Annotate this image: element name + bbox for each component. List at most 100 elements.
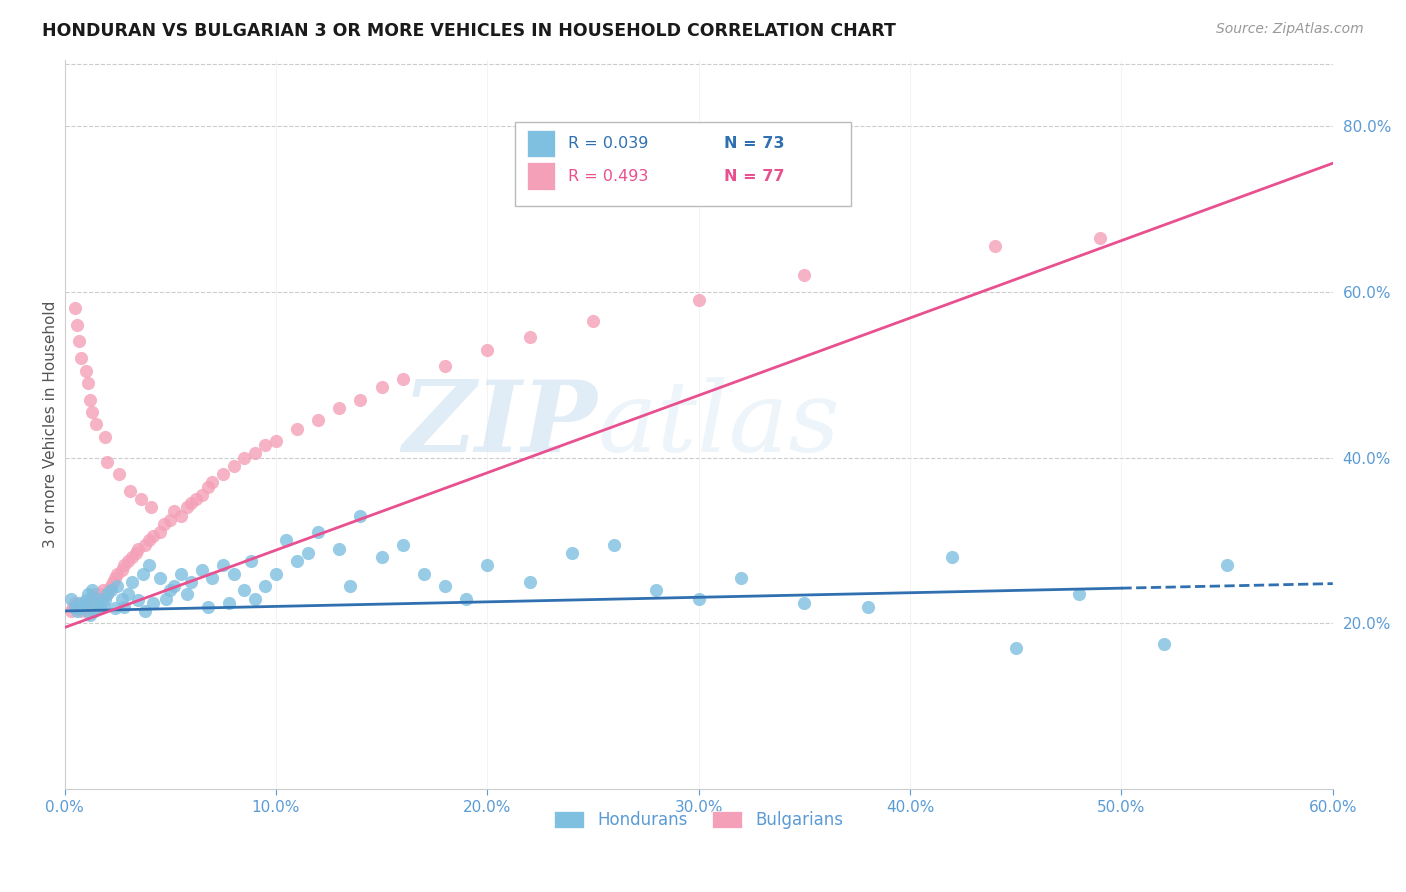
Point [941, 550, 963, 565]
Point [176, 587, 198, 601]
Point [243, 591, 266, 606]
Point [138, 558, 160, 573]
Point [96, 587, 118, 601]
Point [70, 604, 93, 618]
Bar [527, 129, 555, 157]
Point [125, 546, 148, 560]
Point [84, 596, 107, 610]
Point [110, 591, 132, 606]
Point [983, 239, 1005, 253]
Bar [527, 162, 555, 190]
Y-axis label: 3 or more Vehicles in Household: 3 or more Vehicles in Household [44, 301, 58, 548]
Point [793, 268, 815, 282]
Point [91, 583, 114, 598]
Point [105, 566, 128, 581]
Point [142, 596, 165, 610]
Point [1090, 231, 1112, 245]
Point [1216, 558, 1239, 573]
Point [142, 529, 165, 543]
Point [134, 538, 156, 552]
Point [349, 392, 371, 407]
Point [159, 513, 181, 527]
Point [67, 598, 90, 612]
Point [70, 351, 93, 365]
Point [141, 500, 163, 515]
Point [339, 579, 361, 593]
Point [328, 401, 350, 415]
Point [63, 596, 86, 610]
Point [688, 591, 710, 606]
Point [222, 566, 245, 581]
Legend: Hondurans, Bulgarians: Hondurans, Bulgarians [547, 804, 851, 836]
Point [218, 596, 240, 610]
Point [561, 546, 583, 560]
Point [180, 496, 202, 510]
Point [180, 574, 202, 589]
Text: N = 77: N = 77 [724, 169, 785, 184]
Point [83, 587, 105, 601]
Point [159, 583, 181, 598]
Point [138, 533, 160, 548]
Point [93, 593, 115, 607]
Point [163, 504, 186, 518]
Point [433, 359, 456, 374]
Point [645, 583, 668, 598]
Point [276, 533, 298, 548]
Point [603, 538, 626, 552]
Point [104, 571, 127, 585]
Point [59, 591, 82, 606]
Point [254, 438, 277, 452]
Point [307, 413, 329, 427]
Point [264, 434, 287, 448]
Point [412, 566, 434, 581]
Point [87, 591, 110, 606]
Point [72, 596, 94, 610]
Point [112, 599, 135, 614]
Point [67, 334, 90, 349]
Point [197, 599, 219, 614]
Point [66, 318, 89, 332]
Point [212, 467, 235, 482]
Point [76, 587, 98, 601]
Point [233, 583, 256, 598]
Point [79, 392, 101, 407]
Point [96, 587, 118, 601]
Point [63, 301, 86, 316]
Point [118, 483, 141, 498]
Point [108, 467, 131, 482]
Point [191, 488, 214, 502]
Point [76, 376, 98, 390]
Point [170, 566, 193, 581]
Point [59, 604, 82, 618]
Point [76, 604, 98, 618]
Point [153, 516, 176, 531]
Point [370, 380, 392, 394]
Point [93, 430, 115, 444]
Text: R = 0.039: R = 0.039 [568, 136, 648, 151]
Point [80, 405, 103, 419]
Point [391, 538, 413, 552]
Text: atlas: atlas [598, 376, 839, 472]
Point [121, 574, 143, 589]
Point [170, 508, 193, 523]
Point [110, 562, 132, 576]
Point [100, 579, 122, 593]
Point [67, 596, 90, 610]
Point [62, 599, 84, 614]
Point [84, 417, 107, 432]
Text: Source: ZipAtlas.com: Source: ZipAtlas.com [1216, 22, 1364, 37]
Text: HONDURAN VS BULGARIAN 3 OR MORE VEHICLES IN HOUSEHOLD CORRELATION CHART: HONDURAN VS BULGARIAN 3 OR MORE VEHICLES… [42, 22, 896, 40]
Point [433, 579, 456, 593]
Point [856, 599, 879, 614]
Point [391, 372, 413, 386]
Point [89, 587, 111, 601]
Point [70, 601, 93, 615]
Point [233, 450, 256, 465]
Point [117, 554, 139, 568]
Point [212, 558, 235, 573]
Point [66, 604, 89, 618]
Point [75, 599, 97, 614]
Point [328, 541, 350, 556]
Point [83, 604, 105, 618]
Point [128, 541, 150, 556]
